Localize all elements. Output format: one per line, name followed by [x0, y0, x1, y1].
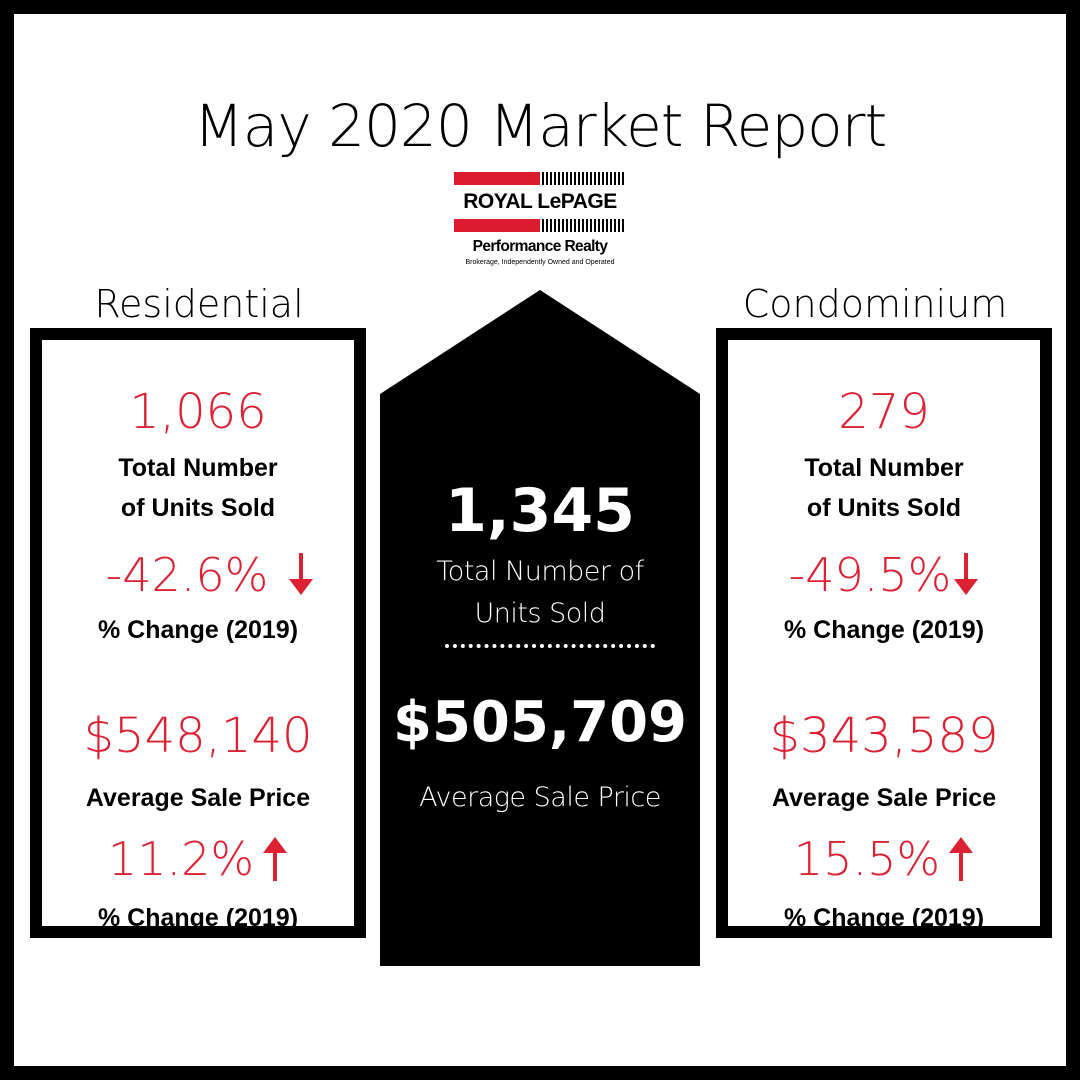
residential-panel: 1,066 Total Number of Units Sold -42.6% …	[30, 328, 366, 938]
residential-heading: Residential	[94, 282, 304, 326]
residential-avg-price-label: Average Sale Price	[85, 784, 311, 812]
condominium-units-change-label: % Change (2019)	[783, 616, 985, 644]
residential-units-label-2: of Units Sold	[120, 494, 276, 522]
total-avg-price: $505,709	[392, 690, 688, 755]
logo-bottom-bar	[454, 219, 626, 232]
condominium-price-change: 15.5%	[793, 832, 941, 886]
residential-price-change-row: 11.2%	[42, 832, 354, 886]
down-arrow-icon	[288, 553, 314, 597]
up-arrow-icon	[262, 837, 288, 881]
residential-units-change-label: % Change (2019)	[97, 616, 299, 644]
condominium-price-change-label: % Change (2019)	[783, 904, 985, 932]
total-units-sold: 1,345	[445, 476, 635, 546]
condominium-price-change-row: 15.5%	[728, 832, 1040, 886]
condominium-units-label-2: of Units Sold	[806, 494, 962, 522]
up-arrow-icon	[948, 837, 974, 881]
logo-subtitle: Performance Realty	[472, 238, 608, 255]
condominium-units-change-row: -49.5%	[728, 548, 1040, 602]
total-house-panel: 1,345 Total Number of Units Sold $505,70…	[380, 290, 700, 966]
residential-units-change-row: -42.6%	[42, 548, 354, 602]
residential-avg-price: $548,140	[83, 708, 313, 764]
total-units-label-2: Units Sold	[474, 598, 606, 629]
logo-top-bar	[454, 172, 626, 185]
residential-units-label-1: Total Number	[118, 454, 278, 482]
condominium-panel: 279 Total Number of Units Sold -49.5% % …	[716, 328, 1052, 938]
residential-units-sold: 1,066	[129, 384, 267, 440]
residential-price-change: 11.2%	[107, 832, 255, 886]
residential-units-change: -42.6%	[105, 548, 269, 602]
down-arrow-icon	[953, 553, 979, 597]
total-avg-price-label: Average Sale Price	[419, 782, 661, 813]
logo-brand: ROYAL LePAGE	[463, 190, 617, 213]
house-shape	[380, 290, 700, 966]
condominium-heading: Condominium	[742, 282, 1008, 326]
logo-tagline: Brokerage, Independently Owned and Opera…	[465, 259, 615, 266]
brand-logo: ROYAL LePAGE Performance Realty Brokerag…	[454, 172, 626, 272]
condominium-avg-price: $343,589	[769, 708, 999, 764]
residential-price-change-label: % Change (2019)	[97, 904, 299, 932]
condominium-units-label-1: Total Number	[804, 454, 964, 482]
total-units-label-1: Total Number of	[436, 556, 644, 587]
page-title: May 2020 Market Report	[193, 92, 887, 160]
condominium-units-change: -49.5%	[788, 548, 952, 602]
dotted-divider	[445, 644, 655, 648]
condominium-units-sold: 279	[838, 384, 930, 440]
condominium-avg-price-label: Average Sale Price	[771, 784, 997, 812]
